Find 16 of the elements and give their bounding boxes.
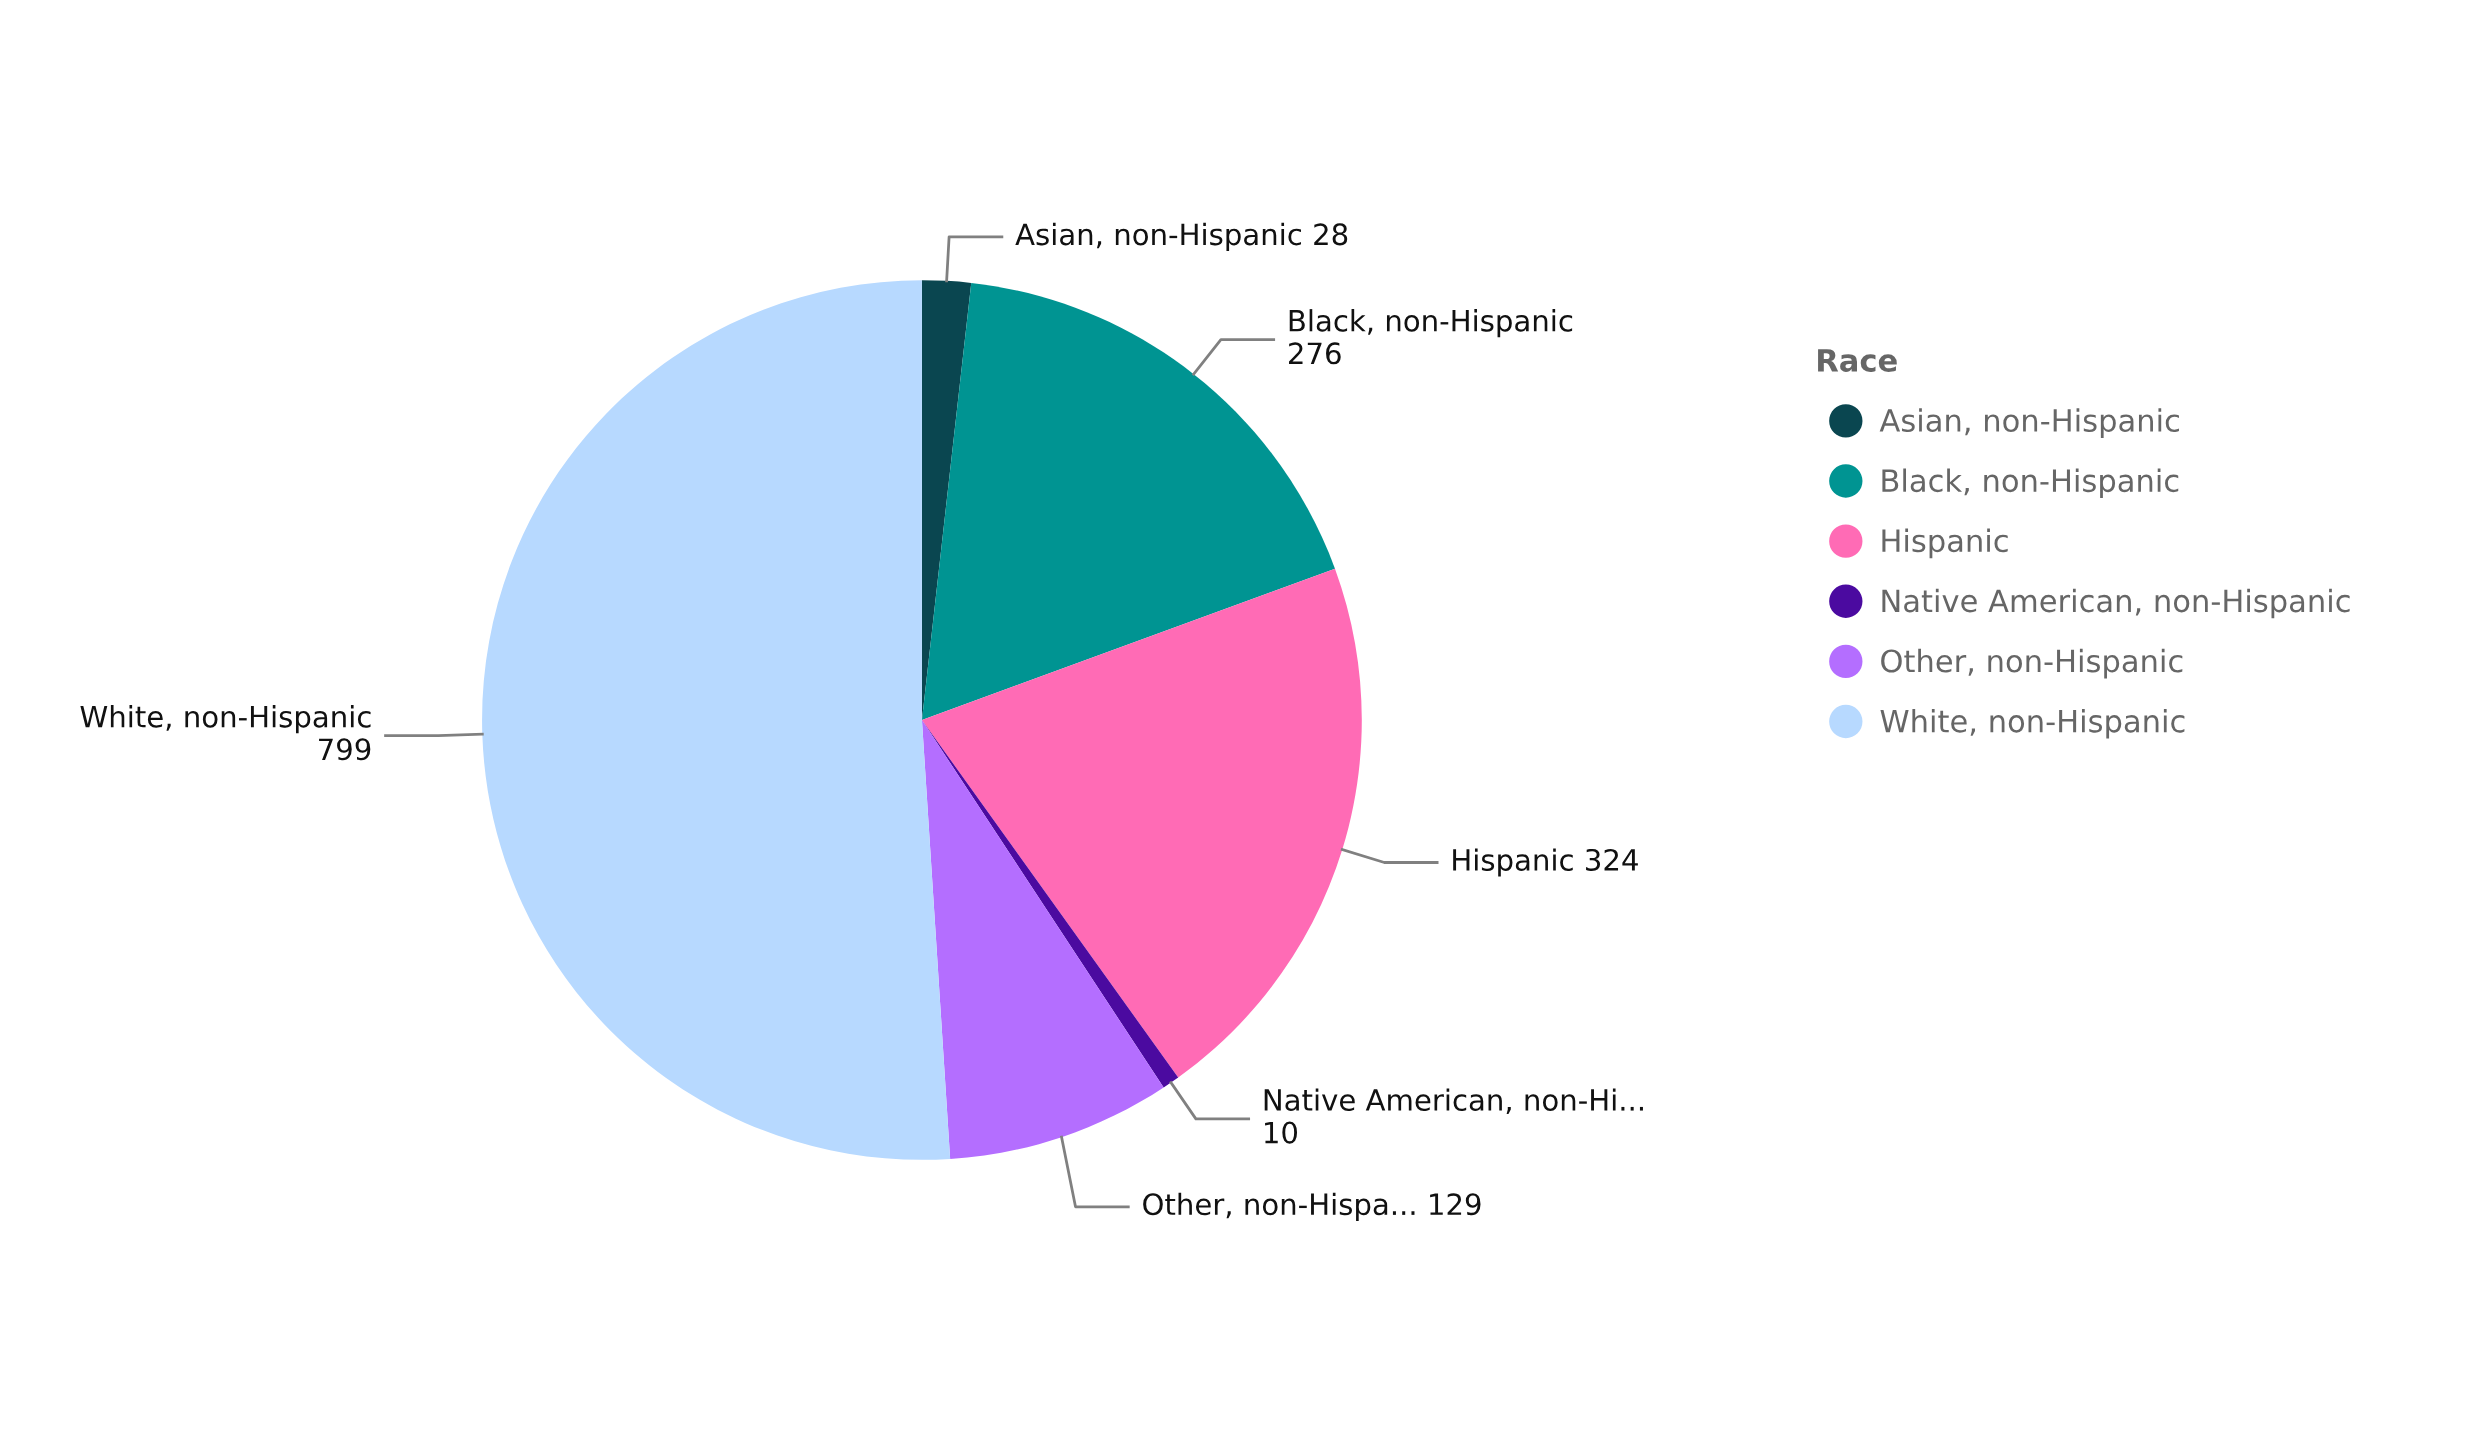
legend-title: Race xyxy=(1818,349,1897,372)
data-label: White, non-Hispanic 799 xyxy=(80,705,371,761)
pie-slice xyxy=(921,720,1164,1159)
data-label: Asian, non-Hispanic 28 xyxy=(1015,222,1348,252)
legend-label: Hispanic xyxy=(1882,528,2008,559)
pie-slice xyxy=(482,280,951,1160)
data-label: Black, non-Hispanic 276 xyxy=(1289,309,1573,365)
legend-label: White, non-Hispanic xyxy=(1880,709,2185,739)
data-label: Other, non-Hispa... 129 xyxy=(1143,1192,1481,1221)
legend-label: Native American, non-Hispanic xyxy=(1882,588,2350,619)
legend-label: Asian, non-Hispanic xyxy=(1879,408,2179,438)
legend-label: Black, non-Hispanic xyxy=(1882,468,2179,499)
data-label: Native American, non-Hi... 10 xyxy=(1264,1088,1643,1144)
pie-slice xyxy=(921,568,1362,1078)
data-label: Hispanic 324 xyxy=(1453,848,1638,877)
legend-label: Other, non-Hispanic xyxy=(1881,648,2183,679)
